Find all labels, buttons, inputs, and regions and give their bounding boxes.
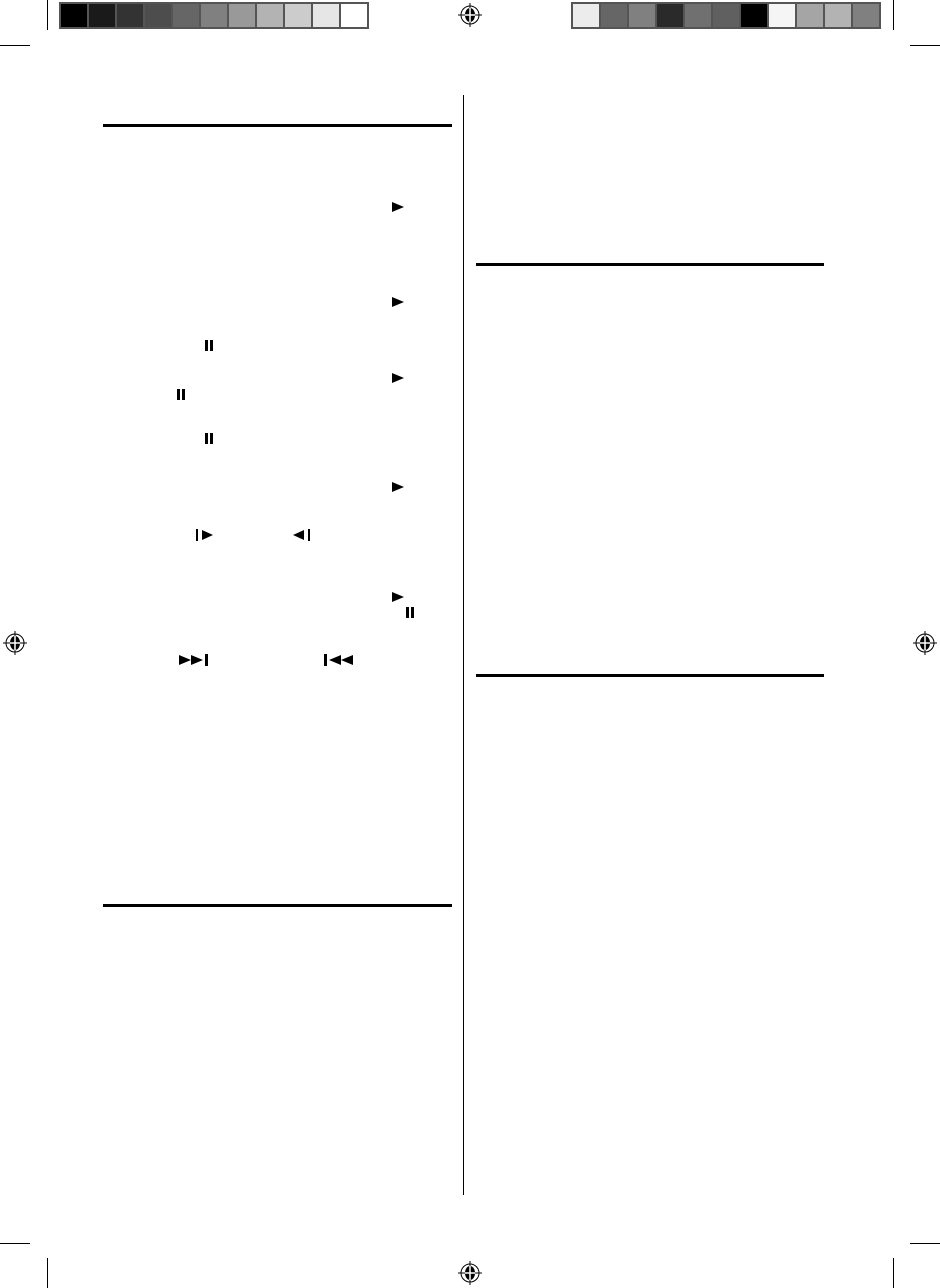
play-icon <box>392 592 404 602</box>
color-swatch <box>257 4 283 27</box>
registration-mark-icon <box>3 631 27 655</box>
color-swatch <box>173 4 199 27</box>
crop-mark <box>0 1243 30 1244</box>
pause-icon <box>204 340 214 351</box>
color-swatch <box>657 4 683 27</box>
registration-mark-icon <box>458 1261 482 1285</box>
pause-icon <box>176 389 186 400</box>
color-swatch <box>741 4 767 27</box>
crop-mark <box>47 1258 48 1288</box>
color-swatch <box>797 4 823 27</box>
color-swatch <box>313 4 339 27</box>
color-swatch <box>825 4 851 27</box>
section-rule <box>103 904 452 907</box>
crop-mark <box>47 0 48 30</box>
color-swatch <box>629 4 655 27</box>
color-swatch <box>769 4 795 27</box>
registration-mark-icon <box>458 3 482 27</box>
color-swatch <box>89 4 115 27</box>
color-swatch <box>201 4 227 27</box>
column-divider <box>463 95 464 1195</box>
color-swatch <box>853 4 879 27</box>
color-swatch <box>713 4 739 27</box>
crop-mark <box>910 45 940 46</box>
play-icon <box>392 202 404 212</box>
play-icon <box>392 373 404 383</box>
crop-mark <box>910 1243 940 1244</box>
step-back-icon <box>293 529 310 541</box>
play-icon <box>392 482 404 492</box>
color-swatch <box>685 4 711 27</box>
color-swatch <box>285 4 311 27</box>
color-swatch <box>61 4 87 27</box>
color-bar-left <box>59 2 369 29</box>
color-swatch <box>573 4 599 27</box>
skip-next-icon <box>179 654 209 666</box>
registration-mark-icon <box>913 631 937 655</box>
play-icon <box>392 297 404 307</box>
color-swatch <box>341 4 367 27</box>
step-forward-icon <box>196 529 213 541</box>
section-rule <box>103 124 452 127</box>
section-rule <box>476 263 824 266</box>
crop-mark <box>893 1258 894 1288</box>
pause-icon <box>204 433 214 444</box>
crop-mark <box>0 45 30 46</box>
color-swatch <box>145 4 171 27</box>
skip-previous-icon <box>324 654 354 666</box>
color-swatch <box>229 4 255 27</box>
section-rule <box>476 674 824 677</box>
color-swatch <box>601 4 627 27</box>
pause-icon <box>405 607 415 618</box>
color-swatch <box>117 4 143 27</box>
color-bar-right <box>571 2 881 29</box>
crop-mark <box>893 0 894 30</box>
